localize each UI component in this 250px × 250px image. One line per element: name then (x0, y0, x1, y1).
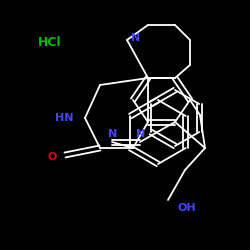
Text: OH: OH (178, 203, 197, 213)
Text: HN: HN (54, 113, 73, 123)
Text: N: N (108, 129, 118, 139)
Text: N: N (136, 129, 145, 139)
Text: HCl: HCl (38, 36, 62, 49)
Text: O: O (48, 152, 57, 162)
Text: N: N (131, 33, 140, 43)
